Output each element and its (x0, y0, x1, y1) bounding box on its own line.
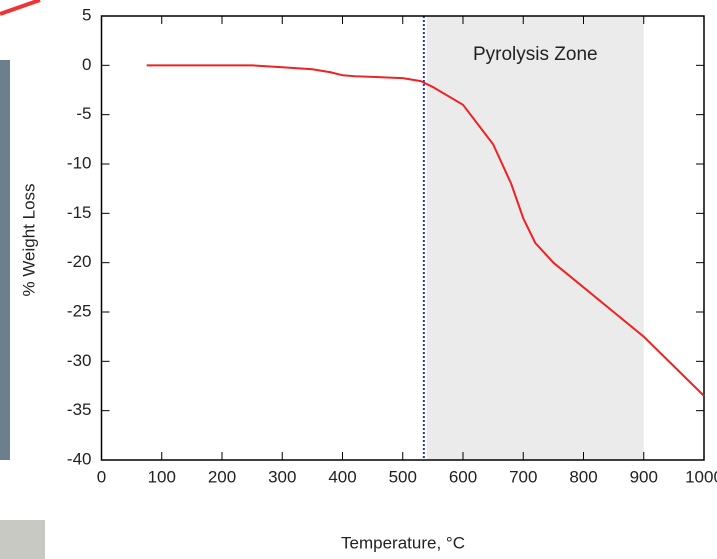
background-photo (0, 520, 45, 559)
x-tick-label: 100 (148, 467, 176, 486)
background-stroke (0, 0, 41, 16)
y-tick-label: -15 (67, 203, 92, 222)
plot-frame (100, 15, 705, 461)
y-tick-label: -25 (67, 301, 92, 320)
y-tick-label: -20 (67, 252, 92, 271)
y-tick-label: -10 (67, 153, 92, 172)
x-tick-label: 600 (449, 467, 477, 486)
data-line (146, 64, 705, 397)
x-tick-label: 700 (509, 467, 537, 486)
y-tick-label: -40 (67, 449, 92, 468)
x-tick-label: 300 (268, 467, 296, 486)
y-tick-label: -5 (76, 104, 91, 123)
x-tick-label: 900 (630, 467, 658, 486)
x-tick-label: 400 (328, 467, 356, 486)
y-tick-label: 5 (82, 5, 91, 24)
x-axis-label: Temperature, °C (341, 533, 465, 552)
x-tick-label: 1000 (685, 467, 717, 486)
y-tick-label: 0 (82, 55, 91, 74)
y-tick-label: -30 (67, 351, 92, 370)
background-photo (0, 60, 10, 460)
x-tick-label: 500 (389, 467, 417, 486)
x-tick-label: 200 (208, 467, 236, 486)
y-tick-label: -35 (67, 400, 92, 419)
x-tick-label: 0 (97, 467, 106, 486)
annotation: Pyrolysis Zone (473, 44, 598, 65)
x-tick-label: 800 (569, 467, 597, 486)
y-axis-label: % Weight Loss (19, 183, 38, 296)
pyrolysis-zone (426, 16, 644, 460)
